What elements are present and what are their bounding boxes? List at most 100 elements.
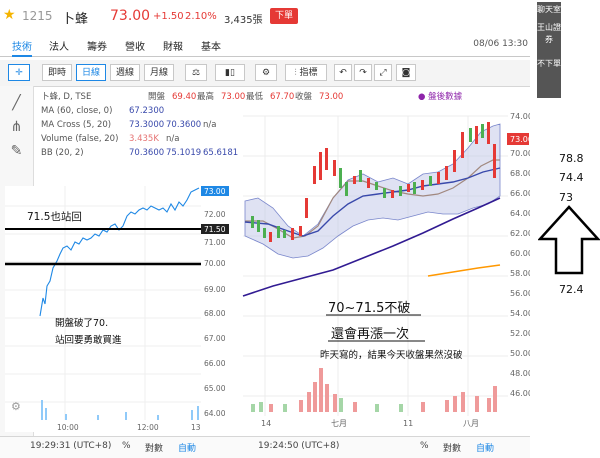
candlesticks (251, 122, 496, 242)
daily-x-tick: 七月 (331, 419, 347, 428)
daily-pct-toggle[interactable]: % (420, 441, 429, 451)
open-value: 69.40 (172, 92, 196, 102)
open-label: 開盤 (148, 91, 166, 102)
daily-tick: 66.00 (510, 189, 530, 198)
camera-icon[interactable]: ◙ (396, 64, 416, 81)
bb-value-1: 70.3600 (129, 148, 164, 158)
daily-tick: 74.00 (510, 112, 530, 121)
candle-style-icon[interactable]: ▮▯ (215, 64, 245, 81)
daily-tick: 52.00 (510, 329, 530, 338)
daily-tick: 46.00 (510, 389, 530, 398)
annotation-buy-advice: 站回要勇敢買進 (55, 334, 122, 346)
ma60-label: MA (60, close, 0) (41, 106, 112, 116)
low-label: 最低 (246, 91, 264, 102)
macross-value-3: n/a (203, 120, 216, 130)
volume-na: n/a (166, 134, 179, 144)
intraday-tick: 64.00 (204, 409, 226, 418)
daily-time-axis: 14 七月 11 八月 (261, 419, 479, 428)
tab-basic[interactable]: 基本 (201, 42, 221, 53)
tab-financials[interactable]: 財報 (163, 42, 183, 53)
side-banner[interactable]: 聊天室 王山證券 不下單 (537, 2, 561, 98)
intraday-last-price: 73.00 (204, 187, 226, 196)
volume: 3,435張 (224, 15, 263, 26)
daily-log-toggle[interactable]: 對數 (443, 444, 462, 454)
close-label: 收盤 (295, 91, 313, 102)
stock-code: 1215 (22, 9, 53, 23)
banner-line-1: 聊天室 (537, 5, 561, 14)
indicators-button[interactable]: ⫶ 指標 (285, 64, 327, 81)
daily-price-axis: 74.00 70.00 68.00 66.00 64.00 62.00 60.0… (510, 112, 530, 398)
chart-toolbar: ✛ 即時 日線 週線 月線 ⚖ ▮▯ ⚙ ⫶ 指標 ↶ ↷ ⤢ ◙ (0, 60, 530, 87)
daily-grid (243, 115, 508, 416)
annotation-rise-again: 還會再漲一次 (331, 326, 409, 342)
volume-label: Volume (false, 20) (41, 134, 118, 144)
price-change: +1.50 (153, 11, 184, 22)
intraday-line-tag (201, 224, 229, 234)
volume-value: 3.435K (129, 134, 159, 144)
settings-gear-icon[interactable]: ⚙ (255, 64, 277, 81)
high-label: 最高 (197, 91, 214, 102)
tab-technical[interactable]: 技術 (12, 38, 32, 57)
interval-realtime[interactable]: 即時 (42, 64, 72, 81)
tab-revenue[interactable]: 營收 (125, 42, 145, 53)
tab-institutional[interactable]: 法人 (49, 42, 69, 53)
bottom-status-bar: 19:29:31 (UTC+8) % 對數 自動 19:24:50 (UTC+8… (0, 436, 530, 458)
tab-bar: 技術 法人 籌券 營收 財報 基本 08/06 13:30 (0, 34, 530, 57)
daily-tick: 58.00 (510, 269, 530, 278)
intraday-volume (41, 400, 199, 420)
ma-mid-line (244, 167, 501, 237)
annotation-range: 70~71.5不破 (328, 301, 410, 316)
intraday-tick: 65.00 (204, 384, 226, 393)
side-number-1: 78.8 (559, 152, 584, 165)
intraday-tick: 72.00 (204, 210, 226, 219)
interval-monthly[interactable]: 月線 (144, 64, 174, 81)
intraday-tick: 67.00 (204, 334, 226, 343)
star-icon[interactable]: ★ (3, 7, 16, 23)
daily-x-tick: 14 (261, 419, 271, 428)
undo-icon[interactable]: ↶ (334, 64, 352, 81)
ma60-line (242, 197, 501, 297)
daily-auto-toggle[interactable]: 自動 (476, 444, 495, 454)
intraday-tick: 66.00 (204, 359, 226, 368)
daily-tick: 62.00 (510, 229, 530, 238)
daily-tick: 70.00 (510, 149, 530, 158)
tab-margin[interactable]: 籌券 (87, 42, 107, 53)
daily-x-tick: 八月 (463, 419, 479, 428)
intraday-auto-toggle[interactable]: 自動 (178, 444, 197, 454)
intraday-settings-icon[interactable]: ⚙ (11, 400, 21, 413)
compare-icon[interactable]: ⚖ (185, 64, 207, 81)
intraday-time-axis: 10:00 12:00 13 (57, 423, 201, 432)
fullscreen-icon[interactable]: ⤢ (374, 64, 392, 81)
legend: 卜蜂, D, TSE 開盤 69.40 最高 73.00 最低 67.70 收盤… (41, 91, 463, 158)
macross-value-1: 73.3000 (129, 120, 164, 130)
macross-value-2: 70.3600 (166, 120, 201, 130)
annotation-open-break: 開盤破了70. (55, 317, 108, 329)
brush-icon[interactable]: ✎ (10, 143, 23, 159)
daily-x-tick: 11 (403, 419, 413, 428)
intraday-log-toggle[interactable]: 對數 (145, 444, 164, 454)
trend-line-icon[interactable]: ╱ (12, 95, 21, 111)
intraday-pct-toggle[interactable]: % (122, 441, 131, 451)
daily-time: 19:24:50 (UTC+8) (258, 441, 340, 451)
daily-tick: 60.00 (510, 249, 530, 258)
chart-icon: ⫶ (294, 68, 300, 78)
stock-name: 卜蜂 (62, 12, 89, 27)
up-arrow-icon (538, 205, 600, 275)
annotation-back-above: 71.5也站回 (27, 210, 82, 223)
banner-line-2: 王山證券 (537, 23, 561, 44)
daily-tick: 64.00 (510, 209, 530, 218)
crosshair-tool-icon[interactable]: ✛ (8, 64, 30, 81)
fork-icon[interactable]: ⋔ (10, 119, 23, 135)
intraday-tick: 69.00 (204, 285, 226, 294)
quote-header: ★ 1215 卜蜂 73.00 +1.50 2.10% 3,435張 下單 (0, 0, 530, 34)
order-button[interactable]: 下單 (270, 8, 298, 24)
redo-icon[interactable]: ↷ (354, 64, 372, 81)
daily-chart[interactable]: 卜蜂, D, TSE 開盤 69.40 最高 73.00 最低 67.70 收盤… (33, 86, 530, 436)
intraday-price-line (39, 187, 200, 317)
high-value: 73.00 (221, 92, 245, 102)
intraday-chart[interactable]: 72.00 71.00 70.00 69.00 68.00 67.00 66.0… (5, 186, 231, 432)
interval-weekly[interactable]: 週線 (110, 64, 140, 81)
interval-daily[interactable]: 日線 (76, 64, 106, 81)
price-change-pct: 2.10% (185, 11, 217, 22)
intraday-tick: 68.00 (204, 309, 226, 318)
